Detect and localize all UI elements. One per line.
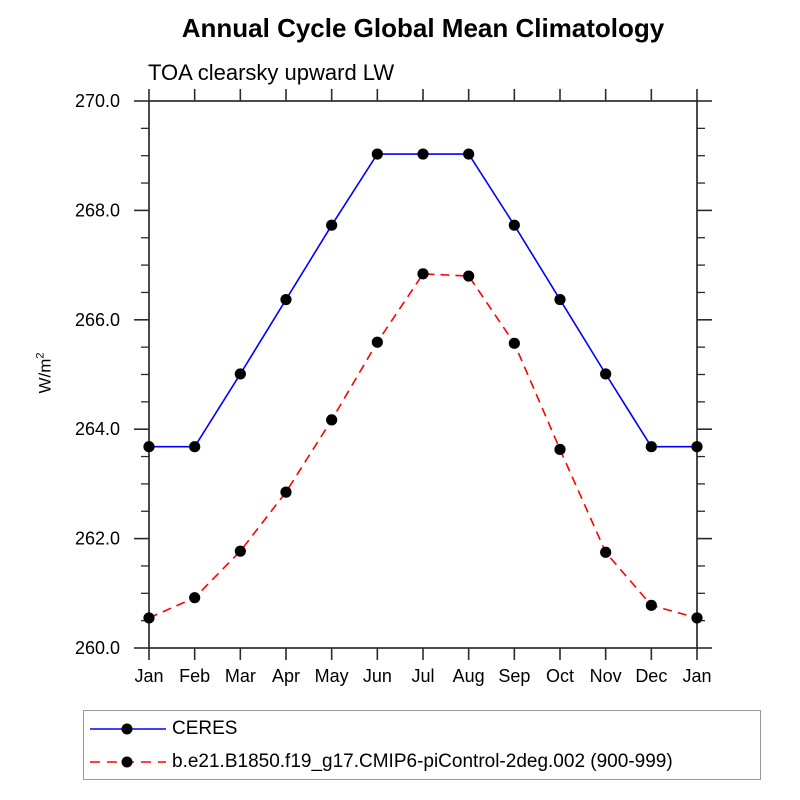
x-tick-label: Jan bbox=[682, 666, 711, 686]
data-point-marker bbox=[463, 270, 475, 282]
x-tick-label: Mar bbox=[225, 666, 256, 686]
data-point-marker bbox=[326, 219, 338, 231]
legend-item-ceres: CERES bbox=[84, 712, 760, 745]
data-point-marker bbox=[645, 441, 657, 453]
axis-frame bbox=[148, 100, 698, 649]
x-tick-label: Dec bbox=[635, 666, 667, 686]
y-tick-label: 262.0 bbox=[75, 529, 120, 549]
data-point-marker bbox=[691, 441, 703, 453]
data-point-marker bbox=[143, 612, 155, 624]
data-point-marker bbox=[371, 148, 383, 160]
legend: CERES b.e21.B1850.f19_g17.CMIP6-piContro… bbox=[83, 710, 761, 780]
legend-line-sample-model bbox=[90, 756, 166, 767]
legend-label-ceres: CERES bbox=[172, 717, 238, 739]
x-tick-label: May bbox=[315, 666, 349, 686]
y-tick-label: 270.0 bbox=[75, 91, 120, 111]
data-point-marker bbox=[280, 293, 292, 306]
data-point-marker bbox=[554, 293, 566, 306]
x-tick-label: Oct bbox=[546, 666, 574, 686]
data-point-marker bbox=[417, 148, 429, 160]
x-tick-label: Jul bbox=[411, 666, 434, 686]
data-point-marker bbox=[508, 219, 520, 231]
data-point-marker bbox=[371, 336, 383, 348]
chart-subtitle: TOA clearsky upward LW bbox=[148, 60, 395, 85]
y-tick-label: 268.0 bbox=[75, 200, 120, 220]
x-tick-label: Jan bbox=[134, 666, 163, 686]
x-tick-label: Apr bbox=[272, 666, 300, 686]
x-tick-label: Feb bbox=[179, 666, 210, 686]
data-point-marker bbox=[326, 414, 338, 426]
data-point-marker bbox=[234, 368, 246, 380]
data-point-marker bbox=[645, 599, 657, 611]
x-tick-label: Sep bbox=[498, 666, 530, 686]
data-point-marker bbox=[234, 545, 246, 557]
legend-marker-model bbox=[121, 756, 133, 767]
data-point-marker bbox=[280, 486, 292, 498]
data-point-marker bbox=[691, 612, 703, 624]
x-tick-label: Jun bbox=[363, 666, 392, 686]
data-point-marker bbox=[600, 368, 612, 380]
data-point-marker bbox=[463, 148, 475, 160]
data-point-marker bbox=[508, 337, 520, 349]
y-tick-label: 264.0 bbox=[75, 419, 120, 439]
legend-item-model: b.e21.B1850.f19_g17.CMIP6-piControl-2deg… bbox=[84, 745, 760, 778]
data-point-marker bbox=[600, 546, 612, 558]
data-point-marker bbox=[554, 443, 566, 456]
x-tick-label: Aug bbox=[453, 666, 485, 686]
series-line-ceres bbox=[149, 153, 697, 448]
legend-line-sample-ceres bbox=[90, 723, 166, 734]
data-point-marker bbox=[143, 441, 155, 453]
y-tick-label: 266.0 bbox=[75, 310, 120, 330]
data-point-marker bbox=[189, 592, 201, 604]
legend-marker-ceres bbox=[121, 723, 133, 734]
chart-title: Annual Cycle Global Mean Climatology bbox=[181, 13, 665, 43]
x-tick-label: Nov bbox=[590, 666, 622, 686]
y-tick-label: 260.0 bbox=[75, 638, 120, 658]
series-line-model bbox=[148, 273, 698, 619]
legend-label-model: b.e21.B1850.f19_g17.CMIP6-piControl-2deg… bbox=[172, 750, 673, 772]
data-point-marker bbox=[417, 268, 429, 280]
data-point-marker bbox=[189, 441, 201, 453]
